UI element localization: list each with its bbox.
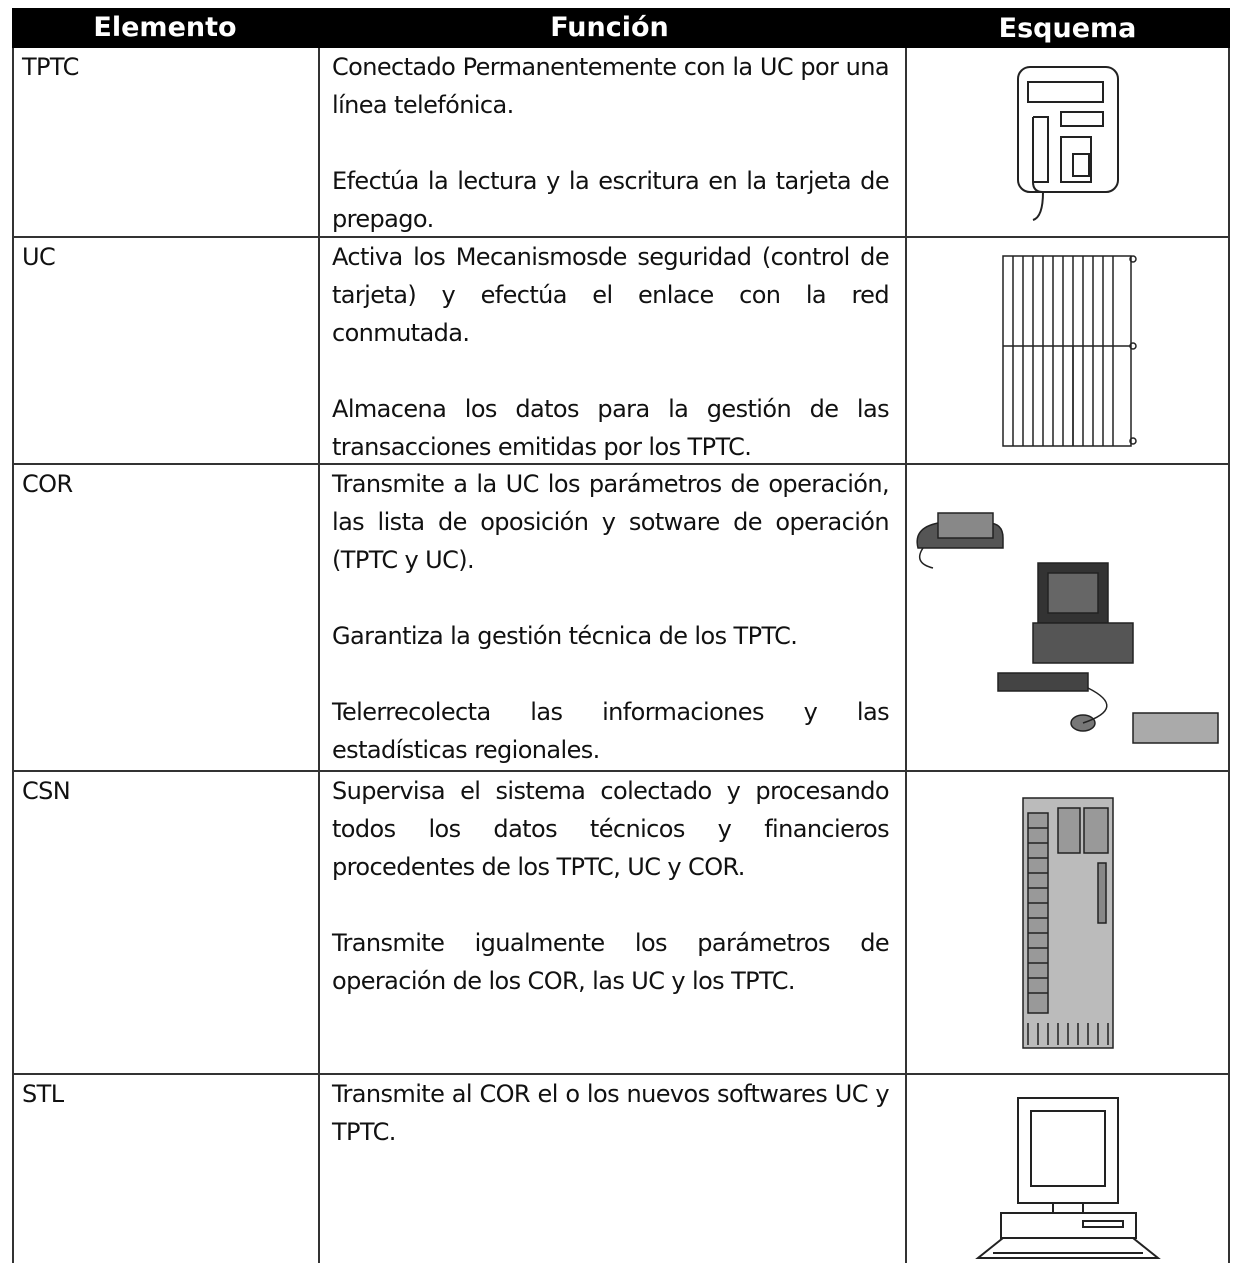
header-cell: Elemento [93, 12, 237, 43]
element-cell: UC [14, 238, 320, 463]
payphone-icon [1016, 66, 1119, 221]
function-text: Activa los Mecanismosde seguridad (contr… [332, 243, 890, 347]
header-cell: Función [550, 12, 669, 43]
element-cell: STL [14, 1075, 320, 1263]
table-row: TPTC Conectado Permanentemente con la UC… [12, 48, 1230, 238]
function-text: Garantiza la gestión técnica de los TPTC… [332, 622, 798, 650]
element-cell: CSN [14, 772, 320, 1073]
schema-cell [907, 48, 1228, 236]
table-header: Elemento Función Esquema [12, 8, 1230, 48]
function-cell: Transmite a la UC los parámetros de oper… [320, 465, 907, 770]
table-row: STL Transmite al COR el o los nuevos sof… [12, 1075, 1230, 1263]
function-text: Almacena los datos para la gestión de la… [332, 395, 890, 461]
computer-set-icon [915, 511, 1219, 744]
document: Elemento Función Esquema TPTC Conectado … [12, 8, 1230, 1263]
function-text: Transmite al COR el o los nuevos softwar… [332, 1080, 890, 1146]
pc-icon [974, 1097, 1161, 1259]
function-text: Transmite a la UC los parámetros de oper… [332, 470, 890, 574]
table-row: COR Transmite a la UC los parámetros de … [12, 465, 1230, 772]
function-text: Efectúa la lectura y la escritura en la … [332, 167, 890, 233]
function-cell: Supervisa el sistema colectado y procesa… [320, 772, 907, 1073]
schema-cell [907, 772, 1228, 1073]
function-text: Transmite igualmente los parámetros de o… [332, 929, 890, 995]
element-cell: TPTC [14, 48, 320, 236]
schema-cell [907, 238, 1228, 463]
element-cell: COR [14, 465, 320, 770]
function-cell: Activa los Mecanismosde seguridad (contr… [320, 238, 907, 463]
function-text: Supervisa el sistema colectado y procesa… [332, 777, 890, 881]
header-cell: Esquema [998, 12, 1137, 44]
rack-icon [1001, 254, 1137, 447]
table-row: CSN Supervisa el sistema colectado y pro… [12, 772, 1230, 1075]
schema-cell [907, 465, 1228, 770]
cabinet-icon [1021, 796, 1114, 1049]
table-row: UC Activa los Mecanismosde seguridad (co… [12, 238, 1230, 465]
function-cell: Transmite al COR el o los nuevos softwar… [320, 1075, 907, 1263]
function-cell: Conectado Permanentemente con la UC por … [320, 48, 907, 236]
function-text: Conectado Permanentemente con la UC por … [332, 53, 890, 119]
function-text: Telerrecolecta las informaciones y las e… [332, 698, 890, 764]
schema-cell [907, 1075, 1228, 1263]
